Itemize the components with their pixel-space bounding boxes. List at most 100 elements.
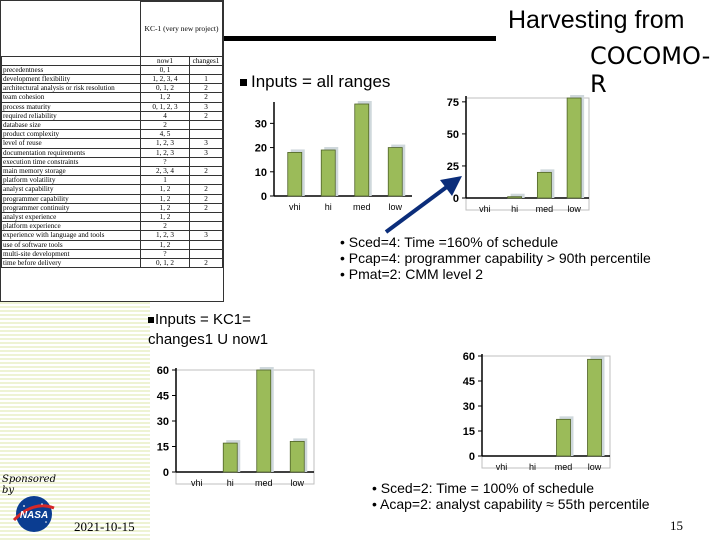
y-tick-label: 15 xyxy=(157,442,169,454)
x-tick-label: vhi xyxy=(289,202,301,212)
y-tick-label: 75 xyxy=(447,97,459,109)
now1-cell: 1, 2, 3 xyxy=(140,230,190,241)
now1-cell: 0, 1, 2 xyxy=(140,257,190,269)
x-tick-label: vhi xyxy=(479,204,491,214)
x-tick-label: med xyxy=(536,204,554,214)
note-acap2: • Acap=2: analyst capability ≈ 55th perc… xyxy=(372,496,650,512)
changes1-cell: 2 xyxy=(189,184,223,195)
chart-2: 0 25 50 75 vhi hi med low xyxy=(447,95,590,214)
table-row: precedentness 0, 1 xyxy=(1,64,223,75)
row-label: use of software tools xyxy=(1,239,141,250)
changes1-cell: 3 xyxy=(189,147,223,158)
bar-med xyxy=(536,171,552,199)
x-tick-label: low xyxy=(388,202,402,212)
bullet-inputs-all: Inputs = all ranges xyxy=(240,72,390,92)
now1-cell: 1, 2 xyxy=(140,92,190,103)
changes1-cell: 2 xyxy=(189,202,223,213)
y-tick-label: 15 xyxy=(463,426,475,438)
row-label: analyst experience xyxy=(1,211,141,223)
changes1-cell xyxy=(189,211,223,223)
bar-low xyxy=(587,358,602,457)
row-label: database size xyxy=(1,119,141,131)
changes1-cell: 2 xyxy=(189,193,223,204)
table-row: architectural analysis or risk resolutio… xyxy=(1,83,223,94)
table-row: product complexity 4, 5 xyxy=(1,129,223,140)
y-tick-label: 45 xyxy=(157,391,169,403)
y-tick-label: 30 xyxy=(255,118,267,130)
notes-top: • Sced=4: Time =160% of schedule • Pcap=… xyxy=(340,234,651,282)
row-label: main memory storage xyxy=(1,165,141,177)
table-row: platform experience 2 xyxy=(1,221,223,232)
now1-cell: 1, 2 xyxy=(140,184,190,195)
chart-3: 0 15 30 45 60 vhi hi med low xyxy=(157,365,315,488)
row-label: architectural analysis or risk resolutio… xyxy=(1,83,141,94)
y-tick-label: 60 xyxy=(463,351,475,363)
row-label: analyst capability xyxy=(1,184,141,195)
row-label: time before delivery xyxy=(1,257,141,269)
nasa-logo: NASA xyxy=(12,496,55,532)
now1-cell: 1, 2, 3 xyxy=(140,138,190,149)
title-rule xyxy=(224,36,496,41)
changes1-cell: 3 xyxy=(189,138,223,149)
now1-cell: 4, 5 xyxy=(140,129,190,140)
row-label: precedentness xyxy=(1,64,141,75)
row-label: required reliability xyxy=(1,110,141,121)
y-tick-label: 0 xyxy=(453,193,459,205)
now1-cell: 0, 1 xyxy=(140,64,190,75)
row-label: team cohesion xyxy=(1,92,141,103)
y-tick-label: 50 xyxy=(447,129,459,141)
now1-cell: 2, 3, 4 xyxy=(140,165,190,177)
now1-cell: 1, 2 xyxy=(140,193,190,204)
now1-cell: 1 xyxy=(140,175,190,186)
now1-cell: 0, 1, 2 xyxy=(140,83,190,94)
table-row: use of software tools 1, 2 xyxy=(1,239,223,250)
changes1-cell: 2 xyxy=(189,257,223,269)
now1-cell: 1, 2 xyxy=(140,239,190,250)
bar-med xyxy=(256,369,272,473)
x-tick-label: hi xyxy=(325,202,332,212)
now1-cell: 2 xyxy=(140,221,190,232)
row-label: documentation requirements xyxy=(1,147,141,158)
now1-cell: 1, 2 xyxy=(140,202,190,213)
row-label: multi-site development xyxy=(1,248,141,259)
y-tick-label: 30 xyxy=(463,401,475,413)
row-label: process maturity xyxy=(1,101,141,112)
changes1-cell: 3 xyxy=(189,101,223,112)
bar-hi xyxy=(507,196,523,199)
row-label: platform volatility xyxy=(1,175,141,186)
x-tick-label: med xyxy=(555,462,573,472)
changes1-cell xyxy=(189,119,223,131)
x-tick-label: vhi xyxy=(191,478,203,488)
note-sced4: • Sced=4: Time =160% of schedule xyxy=(340,234,559,250)
bar-low xyxy=(387,147,403,197)
now1-cell: 1, 2, 3 xyxy=(140,147,190,158)
y-tick-label: 30 xyxy=(157,416,169,428)
y-tick-label: 0 xyxy=(163,467,169,479)
now1-cell: 4 xyxy=(140,110,190,121)
bar-vhi xyxy=(287,152,303,197)
row-label: programmer capability xyxy=(1,193,141,204)
y-tick-label: 0 xyxy=(469,451,475,463)
x-tick-label: hi xyxy=(529,462,536,472)
changes1-cell: 2 xyxy=(189,110,223,121)
note-pmat2: • Pmat=2: CMM level 2 xyxy=(340,266,484,282)
table-row: experience with language and tools 1, 2, … xyxy=(1,230,223,241)
changes1-cell: 1 xyxy=(189,73,223,85)
table-row: analyst experience 1, 2 xyxy=(1,211,223,223)
x-tick-label: vhi xyxy=(496,462,508,472)
notes-bottom: • Sced=2: Time = 100% of schedule • Acap… xyxy=(372,480,650,512)
slide-title: Harvesting from xyxy=(508,6,685,34)
changes1-cell xyxy=(189,64,223,75)
nasa-logo-text: NASA xyxy=(20,510,48,521)
row-label: experience with language and tools xyxy=(1,230,141,241)
